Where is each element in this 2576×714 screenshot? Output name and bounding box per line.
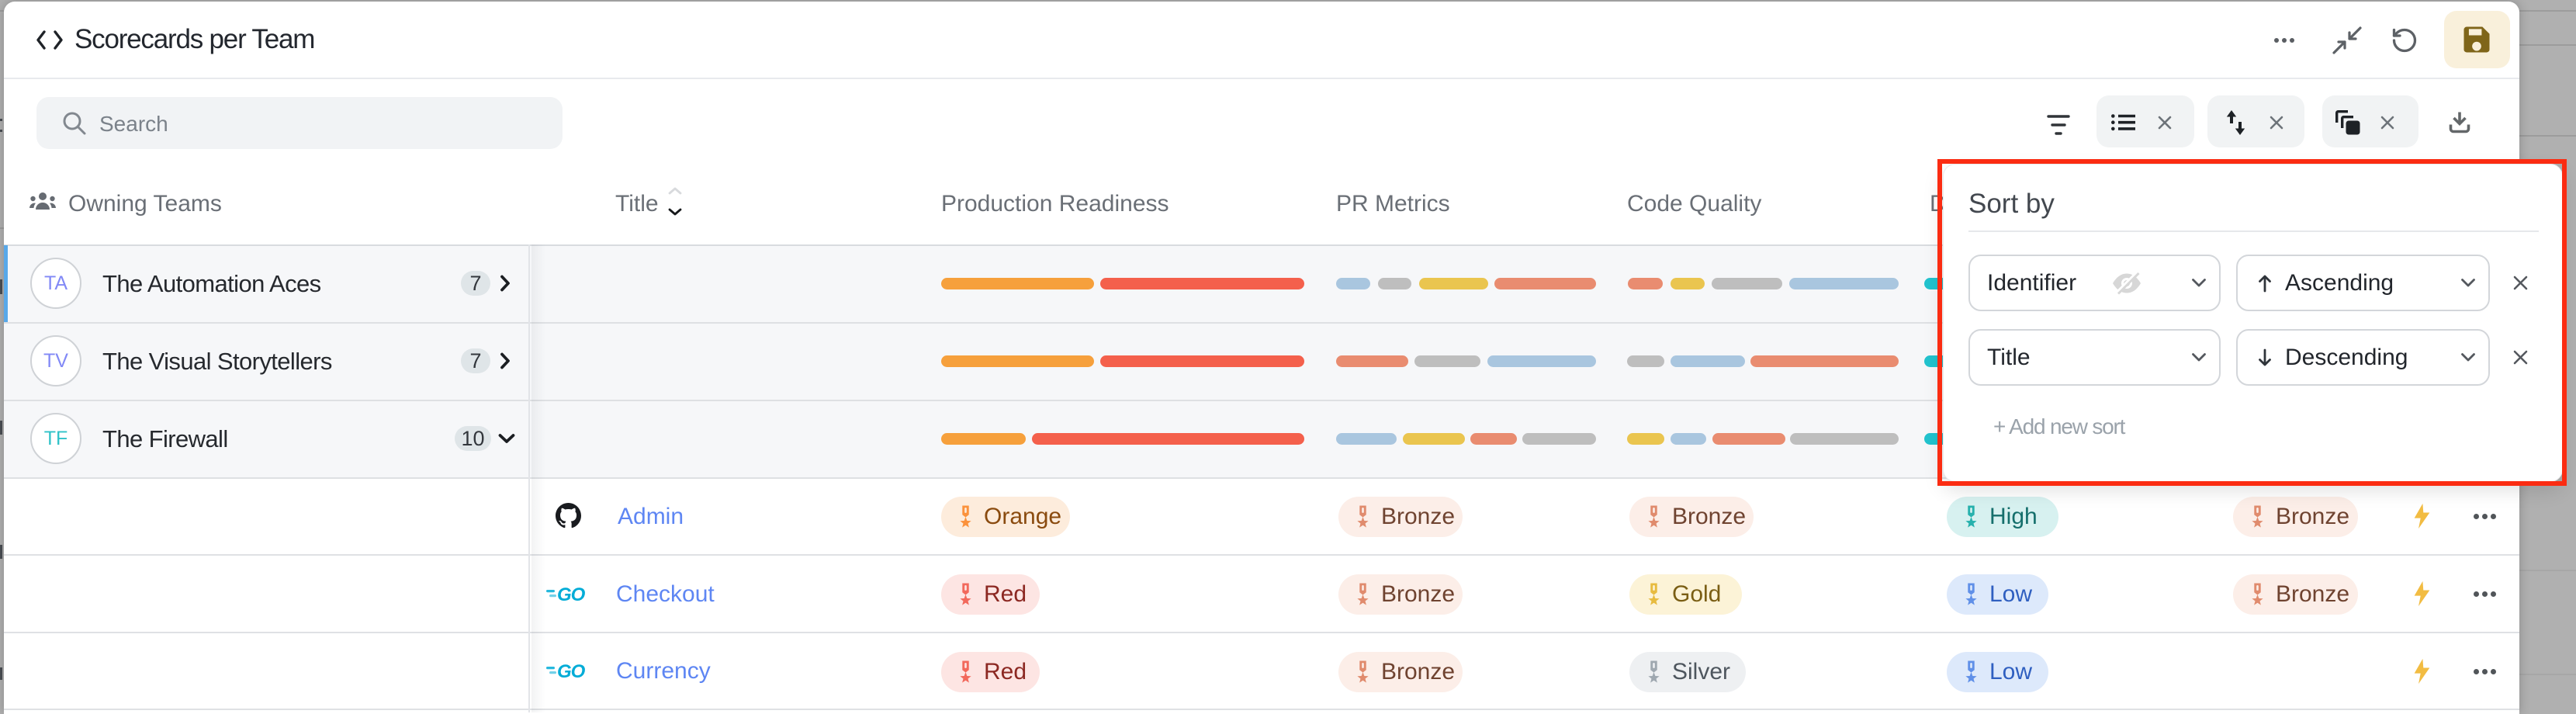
svg-text:GO: GO [557, 661, 586, 682]
svg-text:GO: GO [557, 584, 586, 605]
